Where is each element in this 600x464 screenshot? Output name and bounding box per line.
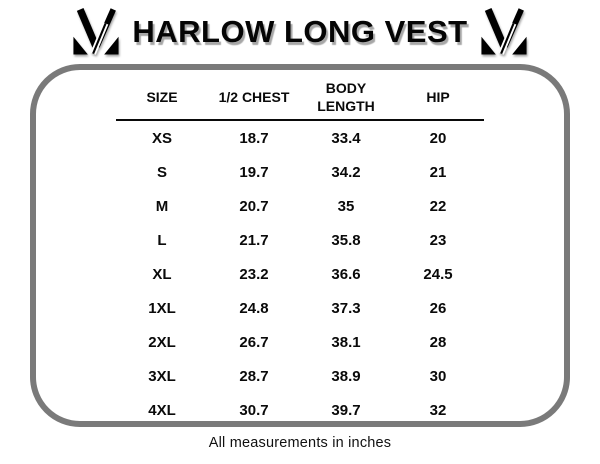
page-title: HARLOW LONG VEST (132, 14, 468, 49)
size-table-head: SIZE 1/2 CHEST BODY LENGTH HIP (116, 79, 484, 122)
size-table-header-row: SIZE 1/2 CHEST BODY LENGTH HIP (116, 79, 484, 122)
measurement-cell: 23 (429, 231, 447, 249)
measurement-cell: 38.9 (331, 367, 361, 385)
table-row: XL 23.2 36.6 24.5 (116, 257, 484, 291)
measurement-cell: 28.7 (239, 367, 269, 385)
measurement-cell: 26.7 (239, 333, 269, 351)
size-cell: L (157, 231, 167, 249)
measurement-cell: 19.7 (239, 163, 269, 181)
table-row: 3XL 28.7 38.9 30 (116, 359, 484, 393)
measurement-cell: 37.3 (331, 299, 361, 317)
size-cell: XS (151, 129, 172, 147)
measurement-cell: 24.8 (239, 299, 269, 317)
measurement-cell: 23.2 (239, 265, 269, 283)
column-header-hip: HIP (392, 79, 484, 122)
table-row: 2XL 26.7 38.1 28 (116, 325, 484, 359)
measurement-cell: 39.7 (331, 401, 361, 419)
table-row: 1XL 24.8 37.3 26 (116, 291, 484, 325)
size-cell: XL (152, 265, 172, 283)
measurement-cell: 21 (429, 163, 447, 181)
measurement-cell: 35.8 (331, 231, 361, 249)
measurement-cell: 33.4 (331, 129, 361, 147)
size-cell: M (155, 197, 169, 215)
header: HARLOW LONG VEST (0, 0, 600, 57)
brand-m-logo-right (480, 8, 528, 56)
measurement-cell: 30 (429, 367, 447, 385)
measurement-cell: 21.7 (239, 231, 269, 249)
size-cell: S (156, 163, 167, 181)
table-row: S 19.7 34.2 21 (116, 155, 484, 189)
size-cell: 1XL (148, 299, 176, 317)
size-cell: 4XL (148, 401, 176, 419)
table-row: 4XL 30.7 39.7 32 (116, 393, 484, 427)
column-header-size: SIZE (116, 79, 208, 122)
measurement-cell: 30.7 (239, 401, 269, 419)
size-chart-panel: SIZE 1/2 CHEST BODY LENGTH HIP XS 18.7 33.4 20… (30, 64, 570, 427)
brand-m-logo-left (72, 8, 120, 56)
measurement-cell: 18.7 (239, 129, 269, 147)
measurement-cell: 22 (429, 197, 447, 215)
measurements-note: All measurements in inches (208, 435, 392, 451)
measurement-cell: 35 (337, 197, 355, 215)
measurement-cell: 24.5 (423, 265, 453, 283)
size-table-body: XS 18.7 33.4 20 S 19.7 34.2 21 M 20.7 35 22 L 21.7 35.… (116, 120, 484, 427)
table-row: M 20.7 35 22 (116, 189, 484, 223)
measurement-cell: 32 (429, 401, 447, 419)
table-row: L 21.7 35.8 23 (116, 223, 484, 257)
size-cell: 2XL (148, 333, 176, 351)
measurement-cell: 34.2 (331, 163, 361, 181)
measurement-cell: 36.6 (331, 265, 361, 283)
column-header-body-length: BODY LENGTH (300, 79, 392, 122)
table-row: XS 18.7 33.4 20 (116, 120, 484, 155)
measurement-cell: 28 (429, 333, 447, 351)
column-header-1-2-chest: 1/2 CHEST (208, 79, 300, 122)
size-cell: 3XL (148, 367, 176, 385)
measurement-cell: 26 (429, 299, 447, 317)
measurement-cell: 20 (429, 129, 447, 147)
measurement-cell: 20.7 (239, 197, 269, 215)
size-table: SIZE 1/2 CHEST BODY LENGTH HIP XS 18.7 33.4 20… (116, 79, 484, 427)
measurement-cell: 38.1 (331, 333, 361, 351)
